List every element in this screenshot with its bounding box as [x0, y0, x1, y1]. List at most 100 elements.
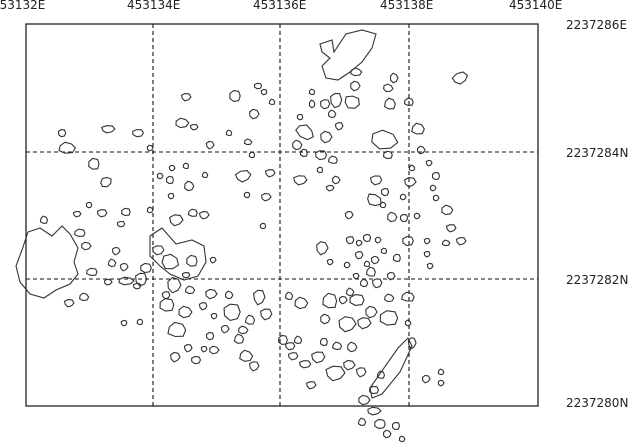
stone-outline: [181, 272, 191, 279]
stone-outline: [399, 193, 407, 201]
stone-outline: [363, 260, 371, 268]
stone-scatter: [39, 67, 469, 443]
stone-outline: [399, 213, 409, 223]
stone-outline: [161, 291, 171, 300]
stone-outline: [426, 262, 434, 270]
stone-outline: [298, 360, 312, 369]
stone-outline: [57, 129, 67, 138]
stone-outline: [296, 113, 304, 121]
stone-outline: [248, 151, 256, 159]
map-frame: [25, 23, 539, 407]
stone-outline: [146, 206, 154, 214]
stone-outline: [229, 90, 241, 102]
northing-label: 2237282N: [566, 273, 628, 287]
stone-outline: [431, 171, 441, 181]
stone-outline: [186, 254, 198, 267]
stone-outline: [369, 385, 379, 395]
easting-label: 453136E: [253, 0, 306, 12]
stone-outline: [383, 97, 396, 110]
stone-outline: [350, 80, 361, 92]
stone-outline: [119, 262, 129, 272]
stone-outline: [358, 394, 371, 406]
stone-outline: [374, 418, 386, 430]
stone-outline: [369, 175, 383, 186]
stone-outline: [347, 341, 358, 353]
stone-outline: [343, 359, 356, 371]
stone-outline: [308, 99, 316, 109]
stone-outline: [146, 144, 154, 152]
stone-outline: [191, 355, 202, 365]
stone-outline: [184, 285, 196, 295]
stone-outline: [367, 193, 382, 207]
stone-outline: [121, 207, 131, 216]
stone-outline: [220, 324, 230, 334]
stone-outline: [151, 245, 165, 256]
stone-outline: [293, 335, 303, 344]
stone-outline: [437, 368, 445, 376]
easting-label: 453134E: [127, 0, 180, 12]
stone-outline: [402, 236, 415, 247]
stone-outline: [387, 211, 398, 223]
stone-outline: [81, 241, 92, 251]
large-features: [15, 29, 413, 399]
northing-labels: 2237286E 2237284N 2237282N 2237280N: [566, 18, 628, 410]
stone-outline: [357, 417, 367, 426]
stone-outline: [249, 108, 260, 120]
stone-outline: [223, 303, 241, 321]
stone-outline: [239, 349, 254, 362]
stone-outline: [170, 351, 181, 363]
stone-outline: [189, 123, 199, 131]
stone-outline: [315, 150, 328, 161]
stone-outline: [184, 180, 195, 192]
stone-outline: [140, 262, 152, 274]
stone-outline: [100, 176, 112, 188]
stone-outline: [182, 162, 190, 170]
stone-outline: [167, 276, 182, 294]
stone-outline: [261, 192, 272, 202]
stone-outline: [316, 241, 329, 256]
stone-outline: [167, 192, 175, 200]
stone-outline: [432, 194, 440, 202]
stone-outline: [136, 318, 144, 326]
stone-outline: [390, 72, 399, 84]
stone-outline: [319, 99, 331, 110]
stone-outline: [362, 233, 372, 243]
stone-outline: [423, 251, 431, 258]
stone-outline: [425, 159, 433, 167]
stone-outline: [311, 351, 326, 364]
grid: [26, 24, 538, 406]
stone-outline: [379, 310, 399, 326]
stone-outline: [383, 293, 395, 303]
stone-outline: [39, 215, 49, 224]
stone-outline: [224, 290, 234, 300]
stone-outline: [352, 272, 360, 280]
stone-outline: [371, 278, 383, 289]
stone-outline: [178, 305, 193, 319]
stone-outline: [167, 321, 187, 338]
easting-label: 453138E: [380, 0, 433, 12]
stone-outline: [319, 337, 328, 346]
stone-outline: [417, 145, 426, 155]
stone-outline: [407, 337, 417, 350]
stone-outline: [345, 236, 355, 245]
stone-outline: [403, 97, 414, 106]
stone-outline: [408, 164, 416, 172]
stone-outline: [441, 204, 454, 216]
stone-outline: [58, 141, 77, 154]
stone-outline: [132, 282, 142, 290]
stone-outline: [343, 261, 351, 269]
stone-outline: [175, 117, 190, 129]
northing-label: 2237284N: [566, 146, 628, 160]
stone-outline: [120, 319, 128, 327]
stone-outline: [86, 267, 98, 276]
stone-outline: [260, 88, 268, 96]
stone-outline: [344, 95, 360, 109]
stone-outline: [205, 332, 215, 341]
stone-outline: [169, 214, 184, 227]
stone-outline: [78, 292, 90, 302]
stone-outline: [101, 125, 116, 134]
stone-outline: [383, 150, 393, 160]
stone-outline: [116, 220, 126, 228]
stone-outline: [392, 253, 401, 262]
stone-outline: [413, 212, 421, 220]
